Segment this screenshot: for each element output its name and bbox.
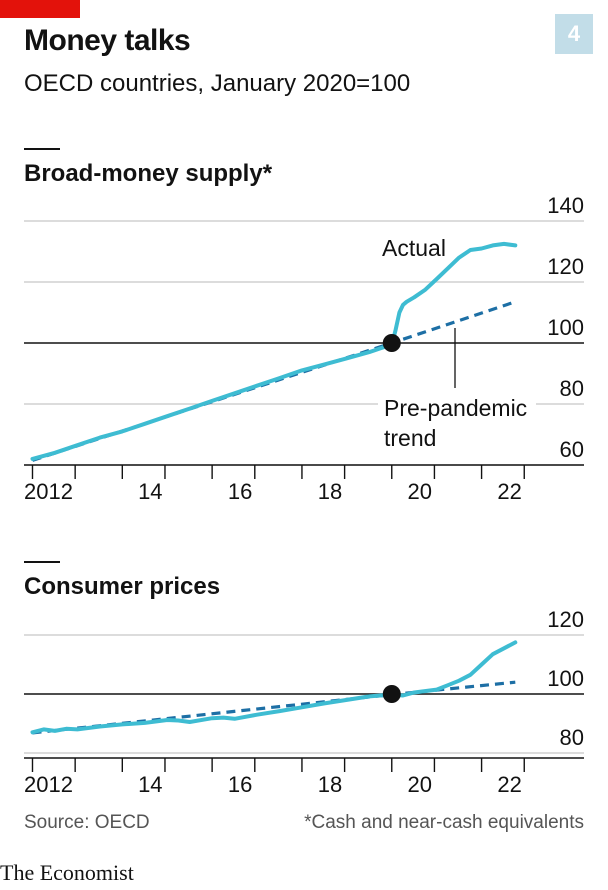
x-tick-label: 16: [228, 772, 252, 797]
y-tick-label: 120: [547, 607, 584, 632]
panel-title-money: Broad-money supply*: [24, 160, 273, 187]
x-tick-label: 14: [138, 479, 162, 504]
x-tick-label: 18: [318, 772, 342, 797]
x-tick-label: 20: [408, 479, 432, 504]
x-tick-label: 20: [408, 772, 432, 797]
x-tick-label: 22: [497, 772, 521, 797]
brand-bar: [0, 0, 80, 18]
panel-rule-money: [24, 148, 60, 150]
publisher-logo: The Economist: [0, 860, 134, 885]
y-tick-label: 140: [547, 193, 584, 218]
y-tick-label: 80: [560, 725, 584, 750]
annotation-trend-line1: Pre-pandemic: [384, 395, 527, 421]
y-tick-label: 120: [547, 254, 584, 279]
series-line-actual: [30, 241, 518, 461]
x-tick-label: 16: [228, 479, 252, 504]
reference-point-marker: [382, 334, 401, 352]
annotation-background: [378, 392, 536, 420]
panel-title-prices: Consumer prices: [24, 573, 221, 600]
x-tick-label: 18: [318, 479, 342, 504]
x-tick-label: 2012: [24, 479, 73, 504]
x-tick-label: 22: [497, 479, 521, 504]
x-tick-label: 2012: [24, 772, 73, 797]
panel-rule-prices: [24, 561, 60, 563]
reference-point-marker: [382, 685, 401, 703]
series-line-actual: [30, 640, 518, 735]
chart-subtitle: OECD countries, January 2020=100: [24, 70, 411, 97]
y-tick-label: 60: [560, 437, 584, 462]
y-tick-label: 100: [547, 666, 584, 691]
y-tick-label: 80: [560, 376, 584, 401]
footnote: *Cash and near-cash equivalents: [304, 812, 584, 833]
annotation-trend-line2: trend: [384, 425, 436, 451]
consumer-prices-chart: 80 100 120 2012 14 16 18 20 22: [24, 607, 584, 797]
y-tick-label: 100: [547, 315, 584, 340]
annotation-actual: Actual: [382, 235, 446, 261]
source-note: Source: OECD: [24, 812, 150, 833]
money-supply-chart: 60 80 100 120 140 2012 14 16 18 20 22 Actual Pre-pan…: [24, 193, 584, 504]
chart-number-badge: 4: [555, 14, 593, 54]
chart-title: Money talks: [24, 24, 191, 57]
x-tick-label: 14: [138, 772, 162, 797]
